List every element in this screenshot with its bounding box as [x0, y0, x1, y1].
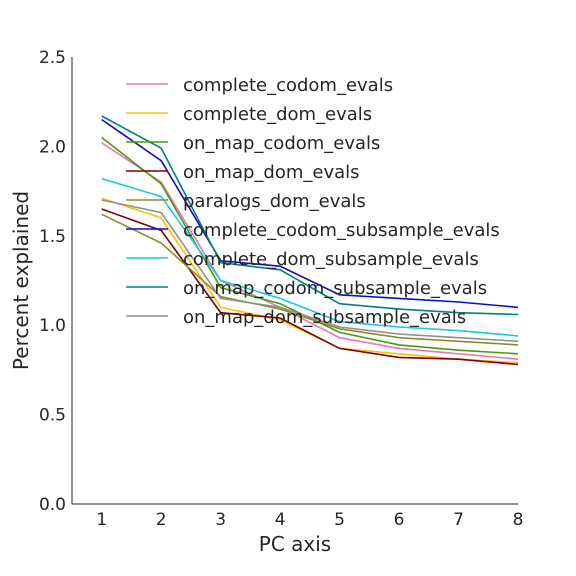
x-tick-label: 7 [453, 510, 464, 530]
legend-label: complete_codom_evals [183, 75, 393, 96]
x-tick-label: 6 [394, 510, 405, 530]
plot-area: 1 2 3 4 5 6 7 8 0.0 0.5 1.0 1.5 2.0 2.5 [39, 48, 523, 530]
legend-label: on_map_codom_subsample_evals [183, 278, 487, 299]
series-line-on-map-dom-subsample-evals [101, 199, 519, 343]
series-line-complete-codom-evals [101, 142, 519, 360]
series-line-on-map-codom-evals [101, 136, 519, 355]
x-tick-label: 4 [275, 510, 286, 530]
x-tick-label: 8 [513, 510, 524, 530]
legend-item: on_map_dom_evals [126, 162, 360, 183]
y-tick-label: 1.5 [39, 227, 66, 247]
x-tick-labels: 1 2 3 4 5 6 7 8 [96, 510, 523, 530]
x-tick-label: 1 [96, 510, 107, 530]
x-tick-label: 3 [215, 510, 226, 530]
y-tick-label: 2.5 [39, 48, 66, 68]
legend-item: complete_codom_subsample_evals [126, 220, 500, 241]
series-line-on-map-codom-subsample-evals [101, 115, 519, 316]
x-axis-title: PC axis [259, 532, 331, 556]
y-tick-label: 0.0 [39, 495, 66, 515]
legend-item: complete_codom_evals [126, 75, 393, 96]
y-tick-label: 0.5 [39, 406, 66, 426]
series-line-complete-dom-subsample-evals [101, 177, 519, 337]
y-tick-label: 2.0 [39, 137, 66, 157]
y-tick-labels: 0.0 0.5 1.0 1.5 2.0 2.5 [39, 48, 66, 515]
series-line-paralogs-dom-evals [101, 213, 519, 346]
legend-label: on_map_dom_subsample_evals [183, 307, 466, 328]
legend-label: paralogs_dom_evals [183, 191, 366, 212]
series-line-on-map-dom-evals [101, 208, 519, 366]
legend-label: complete_dom_evals [183, 104, 372, 125]
legend-label: complete_dom_subsample_evals [183, 249, 479, 270]
legend-item: on_map_dom_subsample_evals [126, 307, 466, 328]
legend-item: complete_dom_subsample_evals [126, 249, 479, 270]
series-layer [101, 115, 519, 366]
series-line-complete-codom-subsample-evals [101, 118, 519, 309]
legend-label: on_map_codom_evals [183, 133, 380, 154]
legend-item: on_map_codom_evals [126, 133, 380, 154]
legend-item: on_map_codom_subsample_evals [126, 278, 487, 299]
legend-item: paralogs_dom_evals [126, 191, 366, 212]
legend-label: on_map_dom_evals [183, 162, 360, 183]
legend: complete_codom_evals complete_dom_evalson… [126, 75, 500, 328]
x-tick-label: 5 [334, 510, 345, 530]
y-tick-label: 1.0 [39, 316, 66, 336]
legend-item: complete_dom_evals [126, 104, 372, 125]
y-axis-title: Percent explained [9, 191, 33, 370]
legend-label: complete_codom_subsample_evals [183, 220, 500, 241]
x-tick-label: 2 [156, 510, 167, 530]
